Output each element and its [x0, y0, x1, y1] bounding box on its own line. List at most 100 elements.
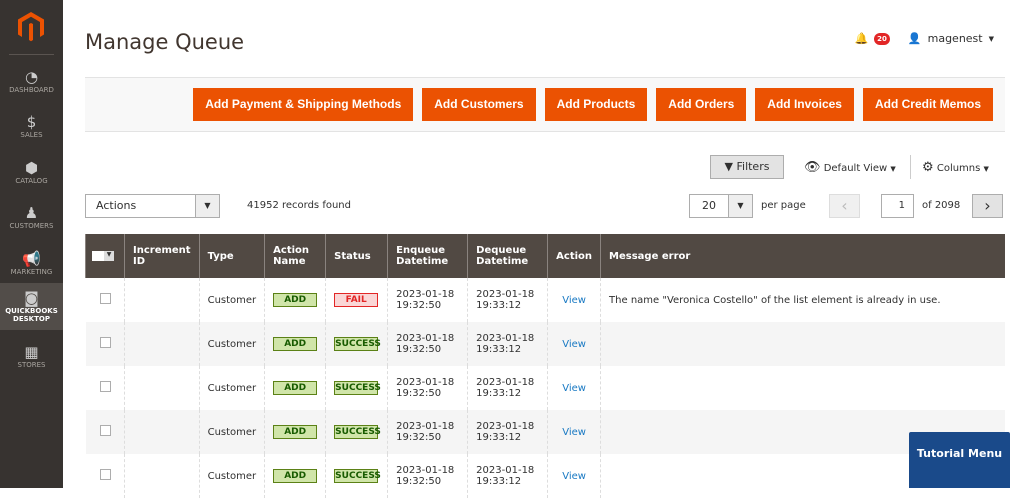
page-input[interactable]: 1: [881, 194, 914, 218]
next-page-button[interactable]: ›: [972, 194, 1003, 218]
enqueue-time: 19:32:50: [396, 388, 442, 399]
filters-label: Filters: [736, 160, 770, 173]
dequeue-time: 19:33:12: [476, 388, 522, 399]
increment-id: [124, 322, 200, 366]
row-checkbox[interactable]: [99, 337, 111, 348]
view-link[interactable]: View: [562, 426, 586, 438]
type: Customer: [198, 278, 265, 322]
funnel-icon: ▼: [724, 160, 737, 173]
enqueue-date: 2023-01-18: [396, 377, 455, 388]
column-header[interactable]: Dequeue Datetime: [467, 234, 548, 278]
status-badge: SUCCESS: [334, 425, 381, 439]
message-error: The name "Veronica Costello" of the list…: [600, 278, 1005, 322]
column-header[interactable]: Status: [325, 234, 388, 278]
box-icon: ⬢: [24, 159, 39, 177]
dollar-icon: $: [26, 113, 37, 131]
sidebar-item-label: MARKETING: [10, 268, 53, 276]
columns-selector[interactable]: ⚙ Columns ▼: [922, 160, 989, 175]
chevron-down-icon: ▼: [890, 165, 896, 173]
table-row: Customer ADD SUCCESS 2023-01-18 19:32:50 …: [86, 366, 1005, 410]
type: Customer: [198, 322, 265, 366]
enqueue-date: 2023-01-18: [396, 465, 455, 476]
sidebar-item-sales[interactable]: $ SALES: [0, 107, 63, 153]
row-checkbox[interactable]: [99, 293, 111, 304]
mass-select[interactable]: ▼: [85, 234, 125, 278]
column-header[interactable]: Message error: [600, 234, 1005, 278]
sidebar-item-marketing[interactable]: 📢 MARKETING: [0, 244, 63, 290]
previous-page-button[interactable]: ‹: [829, 194, 860, 218]
action-name-badge: ADD: [273, 381, 318, 395]
per-page-label: per page: [761, 200, 806, 211]
gauge-icon: ◔: [24, 68, 39, 86]
notification-count[interactable]: 20: [874, 32, 890, 45]
sidebar-item-stores[interactable]: ▦ STORES: [0, 337, 63, 383]
view-link[interactable]: View: [562, 338, 586, 350]
sidebar-item-dashboard[interactable]: ◔ DASHBOARD: [0, 62, 63, 108]
column-header[interactable]: Action: [547, 234, 601, 278]
column-header[interactable]: Type: [198, 234, 265, 278]
status-badge: SUCCESS: [334, 381, 381, 395]
per-page-select[interactable]: 20 ▼: [689, 194, 753, 218]
increment-id: [124, 366, 200, 410]
enqueue-date: 2023-01-18: [396, 333, 455, 344]
enqueue-time: 19:32:50: [396, 476, 442, 487]
column-header[interactable]: Increment ID: [124, 234, 200, 278]
view-label: Default View: [823, 163, 888, 174]
type: Customer: [198, 454, 265, 498]
sidebar-item-customers[interactable]: ♟ CUSTOMERS: [0, 198, 63, 244]
column-header[interactable]: Action Name: [264, 234, 326, 278]
filters-button[interactable]: ▼ Filters: [710, 155, 784, 179]
bell-icon[interactable]: 🔔: [854, 32, 869, 45]
chevron-down-icon[interactable]: ▼: [988, 34, 994, 43]
increment-id: [124, 410, 200, 454]
view-link[interactable]: View: [562, 382, 586, 394]
increment-id: [124, 278, 200, 322]
column-header[interactable]: Enqueue Datetime: [387, 234, 468, 278]
sidebar-item-label: STORES: [17, 361, 46, 369]
dequeue-date: 2023-01-18: [476, 333, 535, 344]
sidebar-item-catalog[interactable]: ⬢ CATALOG: [0, 153, 63, 199]
chevron-down-icon: ▼: [728, 195, 752, 217]
add-button-4[interactable]: Add Invoices: [755, 88, 854, 121]
sidebar-item-quickbooks-desktop[interactable]: ◙ QUICKBOOKS DESKTOP: [0, 283, 63, 330]
queue-table: ▼ Increment ID Type Action Name Status Enque…: [85, 234, 1005, 498]
sidebar: ◔ DASHBOARD $ SALES ⬢ CATALOG ♟ CUSTOMERS 📢 MARKE…: [0, 0, 63, 488]
type: Customer: [198, 410, 265, 454]
table-row: Customer ADD SUCCESS 2023-01-18 19:32:50 …: [86, 454, 1005, 498]
view-selector[interactable]: 👁 Default View ▼: [804, 160, 896, 175]
sidebar-item-label: CUSTOMERS: [9, 222, 54, 230]
store-icon: ▦: [24, 343, 39, 361]
add-button-5[interactable]: Add Credit Memos: [862, 88, 993, 121]
add-button-0[interactable]: Add Payment & Shipping Methods: [193, 88, 414, 121]
sidebar-item-label: CATALOG: [15, 177, 48, 185]
view-link[interactable]: View: [562, 470, 586, 482]
enqueue-time: 19:32:50: [396, 432, 442, 443]
magento-logo-icon[interactable]: [17, 12, 45, 42]
quickbooks-icon: ◙: [24, 289, 39, 307]
actions-dropdown[interactable]: Actions ▼: [85, 194, 220, 218]
columns-label: Columns: [936, 163, 981, 174]
enqueue-date: 2023-01-18: [396, 289, 455, 300]
row-checkbox[interactable]: [99, 425, 111, 436]
megaphone-icon: 📢: [22, 250, 41, 268]
dequeue-date: 2023-01-18: [476, 289, 535, 300]
tutorial-menu-button[interactable]: Tutorial Menu: [909, 432, 1010, 488]
table-row: Customer ADD SUCCESS 2023-01-18 19:32:50 …: [85, 322, 1005, 366]
user-icon: 👤: [907, 32, 922, 45]
add-button-3[interactable]: Add Orders: [656, 88, 747, 121]
status-badge: SUCCESS: [334, 469, 381, 483]
add-button-1[interactable]: Add Customers: [422, 88, 536, 121]
type: Customer: [198, 366, 265, 410]
add-button-2[interactable]: Add Products: [544, 88, 648, 121]
user-menu[interactable]: magenest: [927, 32, 983, 45]
message-error: [600, 366, 1005, 410]
gear-icon: ⚙: [922, 160, 934, 175]
table-row: Customer ADD SUCCESS 2023-01-18 19:32:50 …: [85, 410, 1005, 454]
action-name-badge: ADD: [273, 469, 318, 483]
page-total: of 2098: [922, 200, 961, 211]
row-checkbox[interactable]: [99, 381, 111, 392]
sidebar-item-label: QUICKBOOKS DESKTOP: [5, 307, 58, 323]
view-link[interactable]: View: [562, 294, 586, 306]
row-checkbox[interactable]: [99, 469, 111, 480]
status-badge: SUCCESS: [334, 337, 381, 351]
